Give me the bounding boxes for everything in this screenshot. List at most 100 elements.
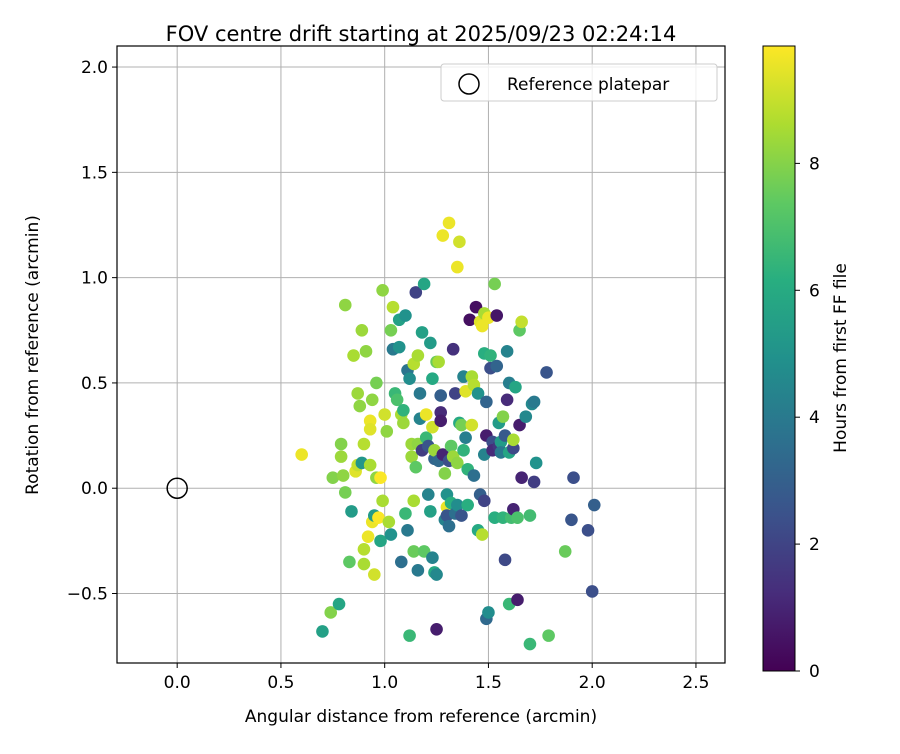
- data-point: [334, 437, 348, 451]
- x-tick-label: 2.0: [579, 673, 606, 693]
- data-point: [457, 444, 470, 457]
- data-point: [347, 349, 360, 362]
- data-point: [353, 399, 367, 413]
- data-point: [374, 471, 387, 484]
- data-point: [565, 513, 578, 527]
- data-point: [363, 422, 377, 436]
- data-point: [351, 387, 365, 400]
- data-point: [386, 300, 400, 314]
- data-point: [295, 448, 308, 461]
- data-point: [480, 395, 493, 409]
- data-point: [523, 637, 537, 651]
- data-point: [581, 524, 595, 537]
- x-tick-label: 1.0: [371, 673, 398, 693]
- data-point: [338, 486, 352, 499]
- data-point: [430, 623, 443, 636]
- data-point: [336, 469, 350, 482]
- data-point: [338, 298, 352, 312]
- data-point: [392, 340, 406, 354]
- data-point: [368, 568, 381, 581]
- data-point: [511, 593, 524, 607]
- data-point: [523, 509, 537, 522]
- y-tick-label: 1.0: [81, 269, 108, 289]
- data-point: [511, 511, 524, 524]
- data-point: [401, 524, 414, 537]
- data-point: [355, 323, 369, 337]
- x-axis-label: Angular distance from reference (arcmin): [245, 707, 597, 727]
- data-point: [384, 528, 398, 541]
- colorbar-label: Hours from first FF file: [831, 263, 851, 453]
- data-point: [446, 342, 460, 356]
- data-point: [515, 315, 528, 329]
- data-point: [357, 542, 371, 556]
- data-point: [490, 359, 504, 373]
- data-point: [361, 530, 375, 543]
- data-point: [430, 568, 443, 581]
- x-tick-label: 0.5: [267, 673, 294, 693]
- data-point: [394, 555, 408, 569]
- x-tick-label: 2.5: [682, 673, 709, 693]
- data-point: [409, 460, 423, 474]
- data-point: [432, 355, 445, 369]
- data-points: [295, 216, 601, 651]
- y-tick-label: 1.5: [81, 163, 108, 183]
- data-point: [411, 564, 425, 577]
- colorbar-tick-label: 8: [809, 154, 820, 174]
- data-point: [370, 376, 383, 390]
- data-point: [455, 418, 468, 432]
- data-point: [498, 553, 512, 567]
- x-tick-label: 0.0: [164, 673, 191, 693]
- data-point: [500, 393, 514, 407]
- data-point: [463, 313, 477, 327]
- data-point: [438, 467, 452, 480]
- data-point: [403, 372, 416, 386]
- data-point: [324, 606, 338, 619]
- data-point: [409, 286, 423, 299]
- colorbar-tick-label: 6: [809, 281, 820, 301]
- data-point: [496, 410, 510, 423]
- axis-ticks: 0.0 0.5 1.0 1.5 2.0 2.5 −0.5 0.0 0.5 1.0 1.5 2.0: [67, 58, 710, 693]
- data-point: [529, 456, 543, 470]
- data-point: [403, 629, 416, 642]
- data-point: [434, 389, 448, 402]
- reference-platepar-marker: [166, 477, 188, 499]
- data-point: [519, 410, 533, 423]
- legend-marker-icon: [458, 73, 480, 95]
- data-point: [451, 456, 464, 470]
- data-point: [585, 585, 599, 598]
- data-point: [363, 458, 377, 472]
- data-point: [467, 469, 481, 482]
- colorbar: 0 2 4 6 8 Hours from first FF file: [762, 45, 851, 682]
- data-point: [477, 494, 491, 508]
- data-point: [365, 393, 379, 407]
- data-point: [399, 309, 412, 322]
- data-point: [374, 534, 387, 548]
- plot-frame: [116, 45, 726, 664]
- data-point: [378, 408, 391, 421]
- data-point: [567, 471, 580, 484]
- data-point: [587, 498, 601, 512]
- data-point: [453, 235, 466, 249]
- data-point: [558, 545, 572, 558]
- y-tick-label: 2.0: [81, 58, 108, 78]
- data-point: [415, 326, 429, 339]
- legend-entry-reference-platepar: Reference platepar: [507, 75, 669, 95]
- colorbar-ticks: 0 2 4 6 8: [795, 154, 820, 682]
- data-point: [397, 404, 410, 417]
- data-point: [434, 414, 448, 428]
- y-tick-label: 0.0: [81, 479, 108, 499]
- data-point: [332, 597, 346, 611]
- data-point: [372, 511, 385, 524]
- data-point: [426, 372, 439, 386]
- x-tick-label: 1.5: [475, 673, 502, 693]
- data-point: [343, 555, 356, 569]
- data-point: [411, 349, 425, 362]
- data-point: [507, 433, 520, 447]
- colorbar-tick-label: 4: [809, 408, 820, 428]
- data-point: [326, 471, 340, 484]
- data-point: [509, 380, 522, 394]
- data-point: [542, 629, 555, 642]
- data-point: [515, 471, 528, 484]
